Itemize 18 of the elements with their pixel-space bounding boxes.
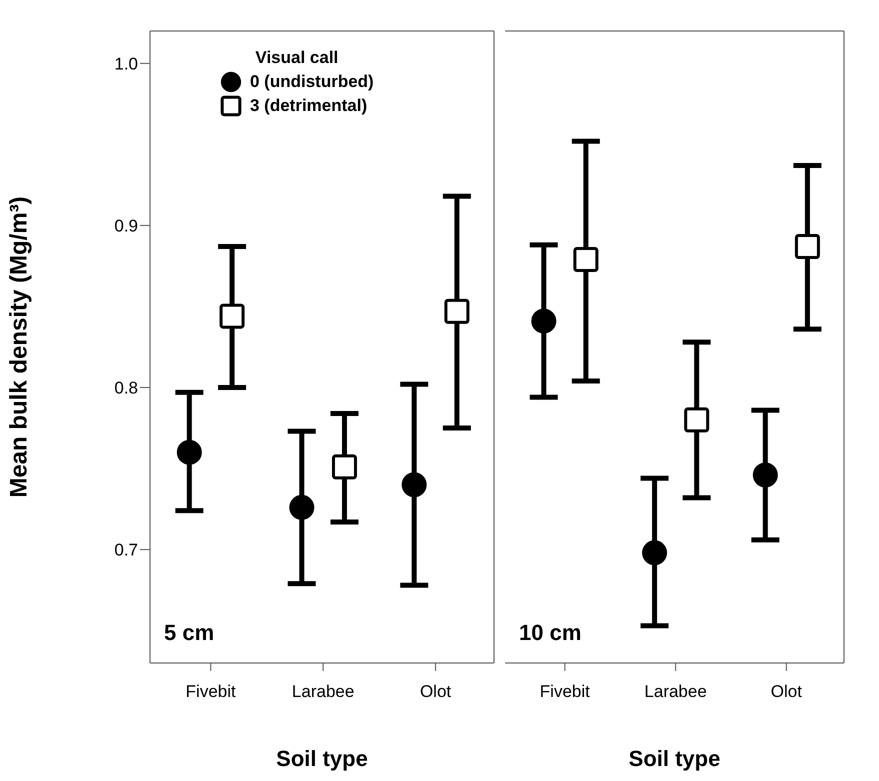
legend-label: 0 (undisturbed)	[250, 72, 374, 92]
x-tick-label: Olot	[420, 682, 452, 702]
y-tick-label: 0.7	[114, 540, 138, 560]
annotation: 10 cm	[519, 620, 582, 646]
y-axis-title: Mean bulk density (Mg/m³)	[6, 196, 33, 498]
x-tick-label: Fivebit	[540, 682, 590, 702]
x-axis-title: Soil type	[628, 746, 720, 771]
x-tick-label: Olot	[770, 682, 802, 702]
y-tick-label: 1.0	[114, 54, 138, 74]
x-tick-label: Larabee	[644, 682, 707, 702]
x-tick-label: Larabee	[292, 682, 354, 702]
y-tick-label: 0.8	[114, 378, 138, 398]
legend-title: Visual call	[254, 48, 340, 68]
y-tick-label: 0.9	[114, 216, 138, 236]
x-tick-label: Fivebit	[186, 682, 236, 702]
annotation: 5 cm	[164, 620, 214, 646]
x-axis-title: Soil type	[276, 746, 368, 771]
legend-label: 3 (detrimental)	[250, 96, 368, 116]
